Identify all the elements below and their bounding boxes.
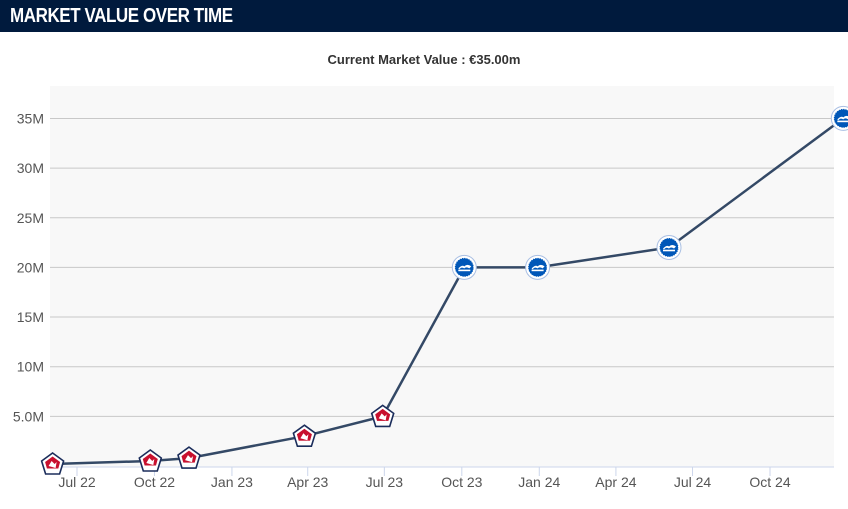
y-tick-label: 35M [17,110,44,126]
x-tick-label: Oct 24 [749,474,790,490]
brighton-badge-icon[interactable] [656,235,682,260]
x-tick-label: Jul 23 [366,474,404,490]
x-tick-label: Jan 23 [211,474,253,490]
y-tick-label: 25M [17,210,44,226]
brighton-badge-icon[interactable] [830,105,848,131]
y-tick-label: 15M [17,309,44,325]
x-tick-label: Oct 22 [134,474,175,490]
y-axis-labels: 5.0M 10M 15M 20M 25M 30M 35M [13,110,44,424]
x-axis-labels: Jul 22 Oct 22 Jan 23 Apr 23 Jul 23 Oct 23 Jan … [58,467,791,490]
y-tick-label: 30M [17,160,44,176]
x-tick-label: Jul 24 [674,474,712,490]
lille-badge-icon[interactable] [138,449,163,472]
lille-badge-icon[interactable] [370,404,395,428]
section-title: MARKET VALUE OVER TIME [10,5,233,27]
x-tick-label: Jul 22 [58,474,96,490]
x-tick-label: Apr 23 [287,474,328,490]
section-header: MARKET VALUE OVER TIME [0,0,848,32]
y-tick-label: 20M [17,259,44,275]
y-tick-label: 10M [17,359,44,375]
chart-subtitle: Current Market Value : €35.00m [327,52,521,67]
x-tick-label: Apr 24 [595,474,636,490]
x-tick-label: Jan 24 [518,474,560,490]
x-tick-label: Oct 23 [441,474,482,490]
lille-badge-icon[interactable] [40,452,65,475]
y-tick-label: 5.0M [13,408,44,424]
brighton-badge-icon[interactable] [451,254,477,280]
brighton-badge-icon[interactable] [525,254,551,280]
lille-badge-icon[interactable] [292,424,317,448]
grid-lines [50,117,834,417]
lille-badge-icon[interactable] [177,446,201,469]
plot-area [50,86,834,467]
club-markers [40,105,848,475]
